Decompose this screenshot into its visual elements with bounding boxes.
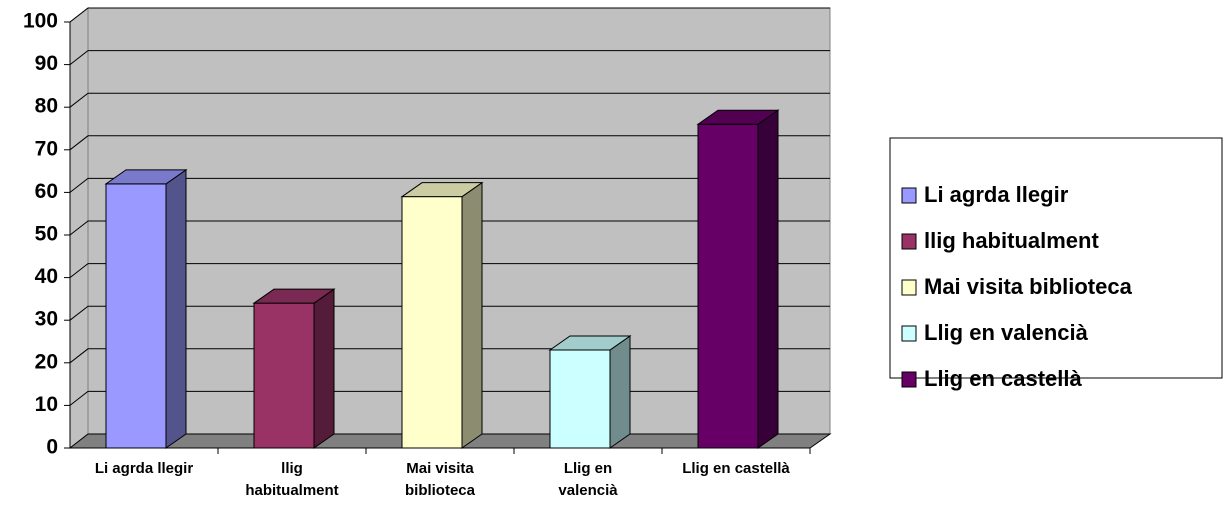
x-tick-label: Llig en valencià <box>558 460 618 499</box>
bar-front <box>401 196 463 449</box>
legend-swatch <box>901 233 917 250</box>
bar-top <box>104 169 188 185</box>
legend-label: Mai visita biblioteca <box>924 274 1133 299</box>
legend-label: Llig en castellà <box>924 366 1082 391</box>
x-tick-label: Mai visita biblioteca <box>404 460 475 499</box>
legend-label: Li agrda llegir <box>924 182 1069 207</box>
bar <box>104 168 188 449</box>
legend-swatch <box>901 187 917 204</box>
bar-side <box>609 335 631 449</box>
bar <box>252 288 336 449</box>
bar-side <box>461 181 483 449</box>
y-tick-label: 100 <box>23 10 58 33</box>
y-tick-label: 80 <box>35 95 58 118</box>
bar-front <box>697 123 759 449</box>
legend-swatch <box>901 371 917 388</box>
y-tick-label: 30 <box>35 308 58 331</box>
bar-front <box>105 183 167 449</box>
bar <box>548 335 632 449</box>
grid-line <box>69 305 830 321</box>
grid-line <box>69 92 830 108</box>
x-tick-label: Li agrda llegir <box>94 460 194 477</box>
grid-line <box>69 7 830 23</box>
grid-line <box>69 50 830 65</box>
grid-line <box>69 220 830 236</box>
legend-label: llig habitualment <box>924 228 1099 253</box>
y-tick-label: 20 <box>35 350 58 373</box>
y-tick-label: 90 <box>35 52 58 75</box>
x-tick-label: Llig en castellà <box>682 460 790 477</box>
bar-side <box>757 109 779 449</box>
bar-side <box>165 168 187 449</box>
y-tick-label: 70 <box>35 137 58 160</box>
grid-line <box>69 263 830 278</box>
bar <box>400 181 484 449</box>
x-tick-label: llig habitualment <box>245 460 339 499</box>
bar-front <box>253 302 315 449</box>
bar-front <box>549 349 611 449</box>
y-tick-label: 10 <box>35 393 58 416</box>
y-tick-label: 40 <box>35 265 58 288</box>
bar <box>696 109 780 449</box>
y-tick-label: 0 <box>46 436 58 459</box>
y-tick-label: 50 <box>35 223 58 246</box>
legend-label: Llig en valencià <box>924 320 1089 345</box>
grid-line <box>69 177 830 193</box>
legend-swatch <box>901 325 917 342</box>
grid-line <box>69 135 830 151</box>
y-tick-label: 60 <box>35 180 58 203</box>
bar-top <box>696 109 780 125</box>
bar-top <box>252 288 336 304</box>
legend-box <box>889 137 1223 379</box>
bar-side <box>313 288 335 449</box>
legend-swatch <box>901 279 917 296</box>
bar-top <box>400 182 484 198</box>
bar-top <box>548 335 632 351</box>
